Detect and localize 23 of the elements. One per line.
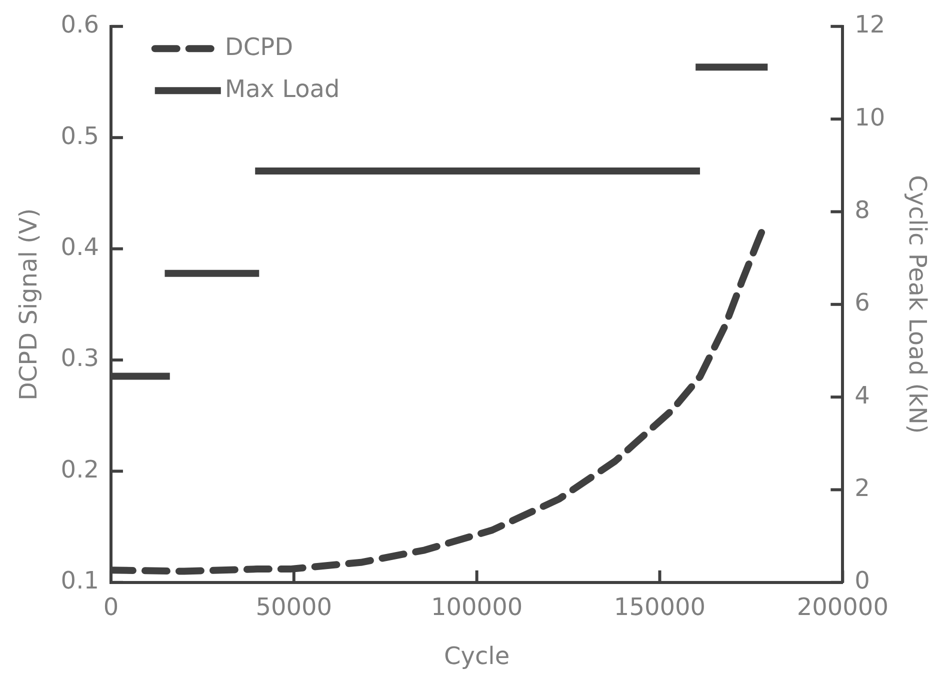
legend-label: DCPD [224, 32, 294, 61]
y2-axis-title: Cyclic Peak Load (kN) [903, 175, 932, 434]
y2-tick-label: 4 [854, 381, 870, 410]
x-tick-label: 50000 [256, 593, 332, 622]
x-tick-label: 150000 [614, 593, 706, 622]
legend-label: Max Load [224, 74, 340, 103]
x-tick-label: 200000 [796, 593, 888, 622]
y-tick-label: 0.1 [60, 566, 99, 595]
x-tick-label: 100000 [431, 593, 523, 622]
x-axis-title: Cycle [444, 642, 510, 670]
y2-tick-label: 10 [854, 103, 886, 132]
y2-tick-label: 6 [854, 288, 870, 317]
y-tick-label: 0.6 [60, 10, 99, 39]
y-tick-label: 0.2 [60, 455, 99, 484]
y-tick-label: 0.5 [60, 122, 99, 150]
y2-tick-label: 12 [854, 10, 886, 39]
y-axis-title: DCPD Signal (V) [14, 208, 43, 401]
y2-tick-label: 0 [854, 566, 870, 595]
y-tick-label: 0.3 [60, 344, 99, 372]
y2-tick-label: 8 [854, 196, 870, 224]
x-tick-label: 0 [103, 593, 119, 622]
y-tick-label: 0.4 [60, 233, 99, 262]
y2-tick-label: 2 [854, 474, 870, 502]
